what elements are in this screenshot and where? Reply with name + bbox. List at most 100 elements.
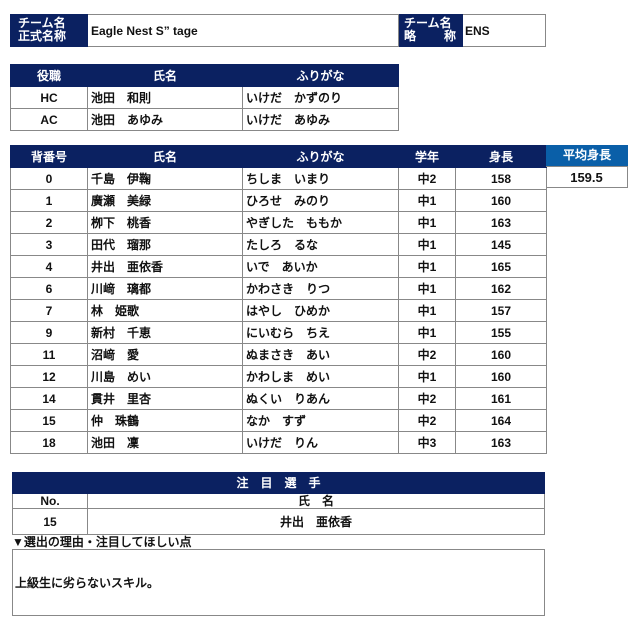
player-grade: 中3	[398, 431, 456, 454]
player-height: 164	[455, 409, 547, 432]
staff-row: AC 池田 あゆみ いけだ あゆみ	[10, 108, 399, 131]
player-number: 15	[10, 409, 88, 432]
featured-no: 15	[12, 508, 88, 535]
player-row: 2 栁下 桃香 やぎした ももか 中1 163	[10, 211, 547, 234]
player-row: 11 沼﨑 愛ぬまさき あい 中2 160	[10, 343, 547, 366]
player-row: 0 千島 伊鞠 ちしま いまり 中2 158	[10, 167, 547, 190]
staff-name: 池田 和則	[87, 86, 243, 109]
header-number: 背番号	[10, 145, 88, 168]
staff-header-row: 役職 氏名 ふりがな	[10, 64, 399, 87]
player-grade: 中2	[398, 387, 456, 410]
player-kana: にいむら ちえ	[242, 321, 399, 344]
player-name: 田代 瑠那	[87, 233, 243, 256]
player-kana: なか すず	[242, 409, 399, 432]
player-grade: 中1	[398, 321, 456, 344]
staff-table: 役職 氏名 ふりがな HC 池田 和則 いけだ かずのり AC 池田 あゆみ い…	[10, 64, 399, 131]
player-kana: ひろせ みのり	[242, 189, 399, 212]
player-name: 新村 千恵	[87, 321, 243, 344]
featured-name-label: 氏 名	[87, 494, 545, 509]
player-kana: たしろ るな	[242, 233, 399, 256]
player-name: 廣瀬 美緑	[87, 189, 243, 212]
label-line: 正式名称	[18, 29, 67, 43]
label-char: 略	[404, 29, 417, 43]
player-height: 163	[455, 431, 547, 454]
player-grade: 中1	[398, 211, 456, 234]
label-line: チーム名	[404, 16, 452, 30]
player-height: 162	[455, 277, 547, 300]
label-char: 称	[443, 29, 456, 43]
reason-box: 上級生に劣らないスキル。	[12, 549, 545, 616]
player-height: 145	[455, 233, 547, 256]
player-number: 0	[10, 167, 88, 190]
staff-name: 池田 あゆみ	[87, 108, 243, 131]
player-kana: はやし ひめか	[242, 299, 399, 322]
player-row: 1 廣瀬 美緑 ひろせ みのり 中1 160	[10, 189, 547, 212]
player-kana: ちしま いまり	[242, 167, 399, 190]
featured-name: 井出 亜依香	[87, 508, 545, 535]
players-table: 背番号 氏名 ふりがな 学年 身長 0 千島 伊鞠 ちしま いまり 中2 158 1 廣瀬 …	[10, 145, 547, 454]
player-kana: かわしま めい	[242, 365, 399, 388]
avg-height-value: 159.5	[546, 166, 628, 188]
player-height: 155	[455, 321, 547, 344]
player-height: 161	[455, 387, 547, 410]
player-row: 9 新村 千恵 にいむら ちえ 中1 155	[10, 321, 547, 344]
header-name: 氏名	[87, 145, 243, 168]
header-grade: 学年	[398, 145, 456, 168]
player-row: 12 川島 めい かわしま めい 中1 160	[10, 365, 547, 388]
player-grade: 中2	[398, 343, 456, 366]
player-number: 18	[10, 431, 88, 454]
player-height: 158	[455, 167, 547, 190]
featured-no-label: No.	[12, 494, 88, 509]
player-number: 2	[10, 211, 88, 234]
player-number: 3	[10, 233, 88, 256]
player-name: 沼﨑 愛	[87, 343, 243, 366]
player-number: 7	[10, 299, 88, 322]
player-height: 160	[455, 365, 547, 388]
player-grade: 中1	[398, 365, 456, 388]
header-height: 身長	[455, 145, 547, 168]
player-grade: 中1	[398, 189, 456, 212]
players-header-row: 背番号 氏名 ふりがな 学年 身長	[10, 145, 547, 168]
player-grade: 中1	[398, 299, 456, 322]
staff-kana: いけだ あゆみ	[242, 108, 399, 131]
player-kana: やぎした ももか	[242, 211, 399, 234]
player-height: 157	[455, 299, 547, 322]
player-name: 栁下 桃香	[87, 211, 243, 234]
player-number: 4	[10, 255, 88, 278]
staff-role: HC	[10, 86, 88, 109]
player-row: 18 池田 凜いけだ りん 中3 163	[10, 431, 547, 454]
player-name: 仲 珠鶴	[87, 409, 243, 432]
player-grade: 中2	[398, 167, 456, 190]
player-number: 6	[10, 277, 88, 300]
player-name: 林 姫歌	[87, 299, 243, 322]
staff-row: HC 池田 和則 いけだ かずのり	[10, 86, 399, 109]
player-name: 井出 亜依香	[87, 255, 243, 278]
player-name: 貫井 里杏	[87, 387, 243, 410]
player-height: 163	[455, 211, 547, 234]
player-height: 160	[455, 343, 547, 366]
player-kana: ぬまさき あい	[242, 343, 399, 366]
short-name-label: チーム名 略 称	[399, 14, 463, 47]
player-height: 160	[455, 189, 547, 212]
player-kana: いけだ りん	[242, 431, 399, 454]
reason-label: ▼選出の理由・注目してほしい点	[12, 535, 192, 549]
official-name-label: チーム名 正式名称	[10, 14, 88, 47]
short-name-value: ENS	[463, 14, 546, 47]
player-number: 12	[10, 365, 88, 388]
featured-title: 注 目 選 手	[12, 472, 545, 494]
player-grade: 中1	[398, 233, 456, 256]
header-role: 役職	[10, 64, 88, 87]
label-line: チーム名	[18, 16, 66, 30]
player-row: 15 仲 珠鶴 なか すず 中2 164	[10, 409, 547, 432]
header-name: 氏名	[87, 64, 243, 87]
player-kana: ぬくい りあん	[242, 387, 399, 410]
player-row: 14 貫井 里杏 ぬくい りあん 中2 161	[10, 387, 547, 410]
player-kana: いで あいか	[242, 255, 399, 278]
player-name: 池田 凜	[87, 431, 243, 454]
player-kana: かわさき りつ	[242, 277, 399, 300]
player-row: 4 井出 亜依香 いで あいか 中1 165	[10, 255, 547, 278]
player-number: 9	[10, 321, 88, 344]
player-name: 川﨑 璃都	[87, 277, 243, 300]
header-kana: ふりがな	[242, 64, 399, 87]
